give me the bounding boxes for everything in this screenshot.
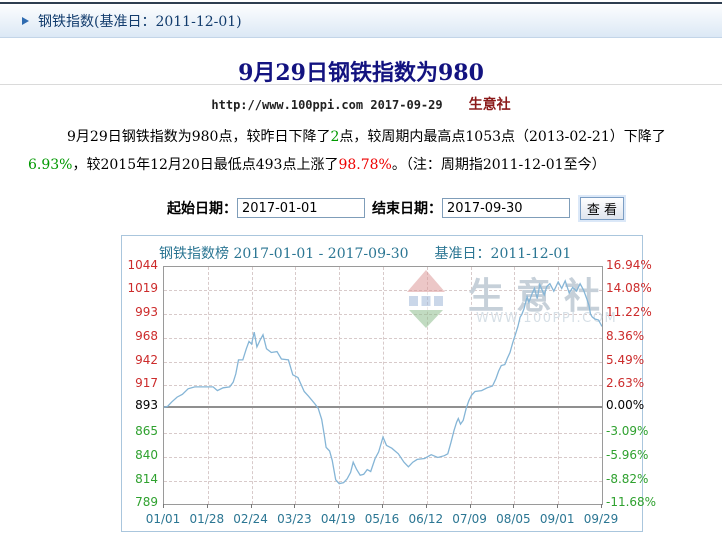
y-axis-label-left: 1044 [127, 258, 158, 272]
y-axis-label-right: -3.09% [606, 424, 649, 439]
y-axis-label-left: 917 [135, 376, 158, 391]
x-tick [469, 504, 471, 508]
x-axis-label: 04/19 [320, 512, 356, 526]
x-tick [338, 504, 340, 508]
end-date-input[interactable] [442, 198, 570, 218]
y-axis-label-right: 0.00% [606, 398, 645, 413]
summary-text: 9月29日钢铁指数为980点，较昨日下降了 [67, 129, 331, 145]
x-axis-label: 06/12 [408, 512, 444, 526]
chart-base-date: 基准日：2011-12-01 [434, 246, 572, 262]
date-query-form: 起始日期： 结束日期： 查 看 [167, 195, 624, 221]
x-tick [513, 504, 515, 508]
y-axis-label-right: 11.22% [606, 305, 652, 320]
drop-percent-value: 6.93% [28, 157, 73, 173]
y-axis-label-left: 968 [135, 328, 158, 343]
x-tick [425, 504, 427, 508]
x-tick [382, 504, 383, 508]
v-gridline [207, 267, 209, 504]
summary-text: 点，较周期内最高点1053点（2013-02-21）下降了 [339, 129, 666, 145]
y-axis-label-right: 8.36% [606, 328, 645, 343]
y-axis-label-right: 5.49% [606, 352, 645, 367]
brand-name: 生意社 [468, 97, 511, 113]
y-axis-label-right: -8.82% [606, 471, 649, 486]
x-tick [557, 504, 559, 508]
source-url: http://www.100ppi.com [211, 98, 364, 112]
section-title: 钢铁指数(基准日：2011-12-01) [38, 14, 242, 30]
x-axis-label: 07/09 [452, 512, 487, 526]
summary-paragraph: 9月29日钢铁指数为980点，较昨日下降了2点，较周期内最高点1053点（201… [0, 123, 716, 179]
arrow-right-icon [22, 17, 29, 25]
summary-text: 。（注：周期指2011-12-01至今） [391, 157, 606, 173]
y-axis-label-left: 893 [135, 398, 158, 413]
publish-date: 2017-09-29 [370, 98, 443, 112]
x-axis-label: 01/28 [189, 512, 225, 526]
x-tick [294, 504, 296, 508]
y-axis-label-left: 942 [135, 352, 158, 367]
top-divider [0, 2, 722, 4]
x-axis-label: 05/16 [364, 512, 400, 526]
x-tick [250, 504, 252, 508]
summary-text: ，较2015年12月20日最低点493点上涨了 [72, 157, 339, 173]
v-gridline [295, 267, 297, 504]
y-axis-label-right: 16.94% [606, 258, 652, 272]
start-date-input[interactable] [237, 198, 365, 218]
v-gridline [383, 267, 384, 504]
v-gridline [558, 267, 560, 504]
y-axis-label-left: 789 [135, 495, 158, 509]
x-axis-label: 08/05 [496, 512, 531, 526]
v-gridline [426, 267, 428, 504]
rise-percent-value: 98.78% [338, 157, 392, 173]
x-axis-label: 02/24 [233, 512, 268, 526]
end-date-label: 结束日期： [372, 201, 442, 217]
start-date-label: 起始日期： [167, 201, 237, 217]
y-axis-label-left: 993 [135, 305, 158, 320]
x-axis-label: 09/01 [539, 512, 575, 526]
y-axis-label-left: 1019 [127, 281, 158, 296]
steel-index-line [164, 279, 602, 485]
x-axis-label: 09/29 [583, 512, 619, 526]
y-axis-label-left: 814 [135, 471, 158, 486]
v-gridline [514, 267, 516, 504]
plot-area: 生意社 WWW.100PPI.COM [163, 266, 616, 505]
x-axis-label: 01/01 [145, 512, 181, 526]
v-gridline [251, 267, 253, 504]
chart-range-title: 钢铁指数榜 2017-01-01 - 2017-09-30 [159, 246, 409, 262]
title-divider [0, 84, 722, 85]
section-header-bar[interactable]: 钢铁指数(基准日：2011-12-01) [0, 5, 722, 38]
change-down-value: 2 [330, 129, 340, 145]
x-tick [206, 504, 208, 508]
x-axis-label: 03/23 [277, 512, 312, 526]
y-axis-label-right: 14.08% [606, 281, 652, 296]
y-axis-label-right: -11.68% [606, 495, 657, 509]
x-tick [163, 504, 164, 508]
y-axis-label-right: -5.96% [606, 447, 649, 462]
y-axis-label-left: 840 [135, 447, 158, 462]
chart-title: 钢铁指数榜 2017-01-01 - 2017-09-30 基准日：2011-12… [159, 243, 571, 263]
v-gridline [339, 267, 341, 504]
index-chart: 钢铁指数榜 2017-01-01 - 2017-09-30 基准日：2011-12… [121, 235, 656, 532]
x-tick [601, 504, 602, 508]
v-gridline [470, 267, 472, 504]
page-title: 9月29日钢铁指数为980 [238, 60, 484, 86]
source-line: http://www.100ppi.com 2017-09-29 生意社 [0, 94, 722, 114]
query-button[interactable]: 查 看 [580, 196, 624, 220]
baseline-zero-percent [164, 406, 602, 409]
y-axis-label-right: 2.63% [606, 376, 645, 391]
y-axis-label-left: 865 [135, 424, 158, 439]
